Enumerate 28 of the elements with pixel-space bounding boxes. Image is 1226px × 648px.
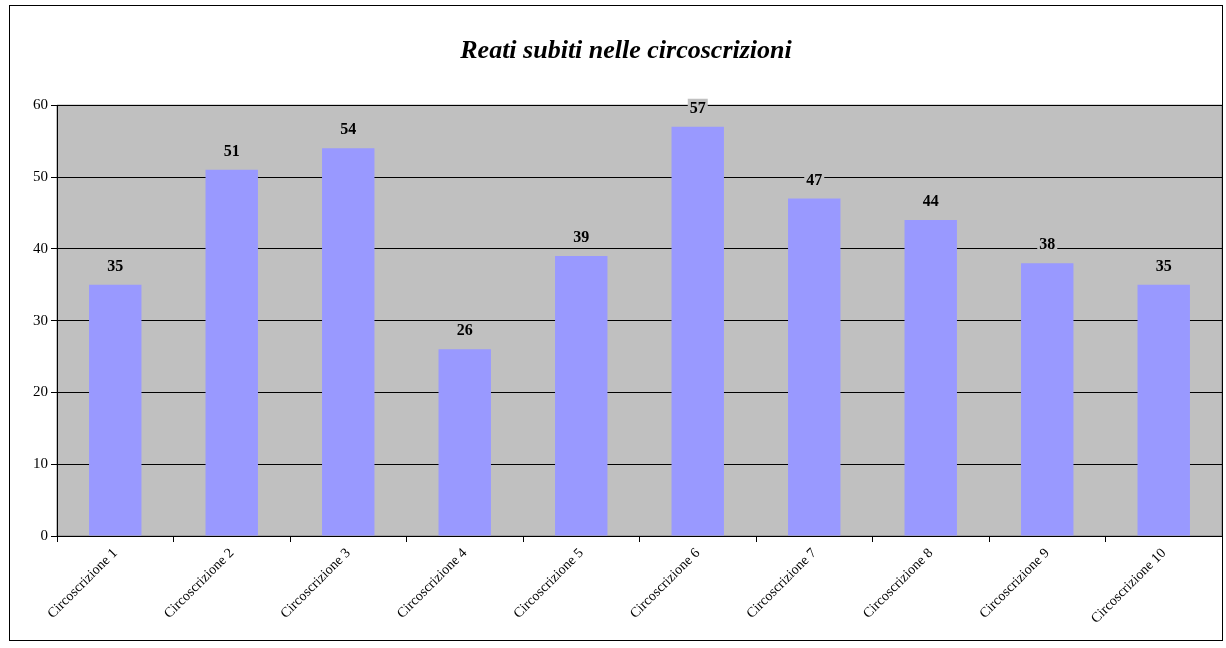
bar	[671, 126, 724, 536]
bar	[788, 198, 841, 536]
y-tick-label: 10	[33, 455, 48, 472]
y-tick-label: 30	[33, 311, 48, 328]
data-label: 44	[922, 192, 939, 210]
y-tick-label: 60	[33, 96, 48, 113]
bar	[1137, 284, 1190, 536]
data-label: 47	[806, 170, 823, 188]
data-label: 26	[456, 321, 473, 339]
data-label: 35	[1155, 256, 1172, 274]
bar	[89, 284, 142, 536]
data-label: 51	[223, 141, 240, 159]
data-label: 57	[689, 98, 706, 116]
bar	[322, 148, 375, 536]
y-tick-label: 40	[33, 239, 48, 256]
data-label: 39	[573, 228, 590, 246]
bar	[555, 255, 608, 536]
bar	[1021, 263, 1074, 536]
bar	[438, 349, 491, 536]
data-label: 54	[340, 120, 357, 138]
y-tick-label: 0	[40, 526, 48, 543]
y-tick-label: 50	[33, 167, 48, 184]
data-label: 38	[1039, 235, 1056, 253]
data-label: 35	[107, 256, 124, 274]
chart-title: Reati subiti nelle circoscrizioni	[459, 35, 793, 65]
bar	[205, 169, 258, 536]
bar	[904, 220, 957, 536]
y-tick-label: 20	[33, 383, 48, 400]
